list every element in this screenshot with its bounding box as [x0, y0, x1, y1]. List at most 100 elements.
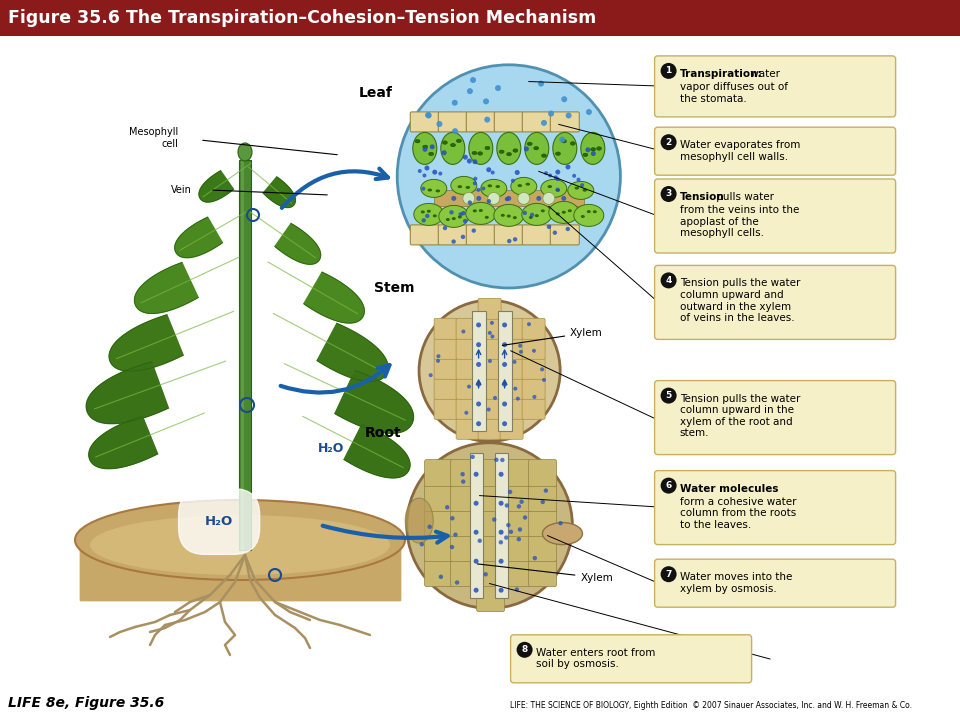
Ellipse shape [556, 212, 560, 215]
Circle shape [530, 212, 535, 217]
Circle shape [572, 174, 576, 178]
Circle shape [580, 183, 585, 187]
Ellipse shape [527, 142, 532, 145]
Circle shape [518, 343, 522, 348]
Bar [0, 0, 960, 36]
FancyBboxPatch shape [529, 485, 557, 512]
FancyBboxPatch shape [456, 378, 479, 400]
Circle shape [542, 192, 555, 204]
FancyBboxPatch shape [456, 318, 479, 339]
FancyBboxPatch shape [655, 266, 896, 339]
Text: vapor diffuses out of
the stomata.: vapor diffuses out of the stomata. [680, 82, 787, 104]
Circle shape [502, 382, 507, 387]
Circle shape [437, 354, 441, 358]
FancyBboxPatch shape [478, 318, 501, 339]
Circle shape [498, 530, 504, 535]
Polygon shape [199, 171, 233, 202]
Ellipse shape [441, 132, 465, 164]
Ellipse shape [472, 151, 477, 155]
Circle shape [540, 367, 544, 372]
Circle shape [422, 147, 427, 152]
FancyBboxPatch shape [503, 559, 531, 587]
Circle shape [461, 472, 465, 477]
Circle shape [425, 214, 429, 218]
Ellipse shape [445, 218, 450, 221]
Circle shape [516, 397, 520, 400]
Circle shape [502, 323, 507, 328]
FancyBboxPatch shape [410, 112, 440, 132]
Circle shape [540, 500, 545, 504]
Bar [239, 160, 251, 550]
Circle shape [555, 169, 561, 174]
Circle shape [660, 477, 677, 494]
FancyBboxPatch shape [467, 112, 495, 132]
Ellipse shape [517, 184, 522, 187]
Circle shape [463, 192, 475, 204]
Ellipse shape [587, 210, 590, 213]
Bar [497, 311, 512, 431]
Circle shape [660, 272, 677, 289]
Circle shape [461, 480, 466, 484]
Circle shape [452, 99, 458, 106]
Text: Tension: Tension [680, 192, 725, 202]
Text: Stem: Stem [373, 282, 414, 295]
FancyBboxPatch shape [476, 559, 505, 587]
Circle shape [422, 174, 426, 178]
FancyBboxPatch shape [439, 112, 468, 132]
Ellipse shape [420, 210, 424, 213]
Circle shape [449, 210, 454, 215]
FancyBboxPatch shape [434, 318, 457, 339]
Circle shape [450, 516, 455, 521]
Circle shape [467, 88, 473, 94]
Circle shape [660, 186, 677, 202]
Circle shape [523, 516, 527, 520]
Circle shape [515, 170, 519, 175]
Circle shape [427, 525, 432, 529]
Circle shape [429, 373, 433, 377]
Text: Root: Root [365, 426, 402, 440]
FancyBboxPatch shape [478, 298, 501, 319]
Ellipse shape [581, 215, 585, 218]
Circle shape [476, 188, 480, 192]
FancyBboxPatch shape [500, 378, 523, 400]
Circle shape [473, 500, 479, 505]
Circle shape [504, 536, 509, 540]
Polygon shape [86, 362, 168, 423]
FancyBboxPatch shape [456, 418, 479, 439]
Circle shape [514, 387, 517, 391]
Text: 3: 3 [665, 189, 672, 199]
Circle shape [498, 500, 504, 505]
Circle shape [407, 443, 572, 608]
Ellipse shape [499, 150, 504, 153]
Circle shape [487, 408, 491, 412]
Bar [469, 453, 483, 598]
Ellipse shape [436, 189, 440, 192]
Text: Water moves into the
xylem by osmosis.: Water moves into the xylem by osmosis. [680, 572, 792, 594]
FancyBboxPatch shape [655, 56, 896, 117]
Circle shape [437, 121, 443, 127]
Polygon shape [109, 315, 183, 371]
Circle shape [560, 137, 565, 143]
Ellipse shape [443, 141, 447, 144]
Ellipse shape [513, 149, 517, 153]
Text: Leaf: Leaf [358, 86, 393, 99]
Bar [471, 311, 486, 431]
Circle shape [425, 112, 432, 118]
Ellipse shape [485, 146, 490, 150]
Circle shape [476, 362, 481, 367]
Text: 1: 1 [665, 66, 672, 76]
Circle shape [420, 542, 424, 546]
Circle shape [553, 230, 557, 235]
Circle shape [424, 166, 429, 171]
Polygon shape [335, 370, 414, 433]
Circle shape [476, 323, 481, 328]
Circle shape [488, 359, 492, 363]
Ellipse shape [511, 177, 537, 195]
Ellipse shape [420, 179, 446, 197]
Circle shape [533, 556, 537, 560]
FancyBboxPatch shape [503, 510, 531, 536]
Text: 7: 7 [665, 570, 672, 579]
FancyBboxPatch shape [424, 510, 452, 536]
Text: 4: 4 [665, 276, 672, 285]
Ellipse shape [415, 140, 420, 143]
